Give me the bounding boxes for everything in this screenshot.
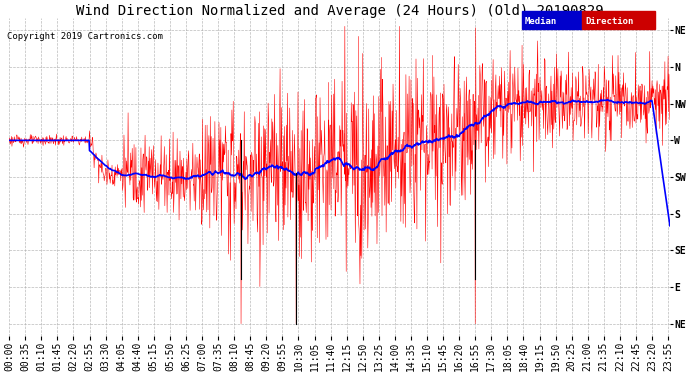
Title: Wind Direction Normalized and Average (24 Hours) (Old) 20190829: Wind Direction Normalized and Average (2… bbox=[76, 4, 603, 18]
Text: Median: Median bbox=[524, 16, 557, 26]
Text: Copyright 2019 Cartronics.com: Copyright 2019 Cartronics.com bbox=[7, 32, 163, 41]
Text: Direction: Direction bbox=[585, 16, 633, 26]
